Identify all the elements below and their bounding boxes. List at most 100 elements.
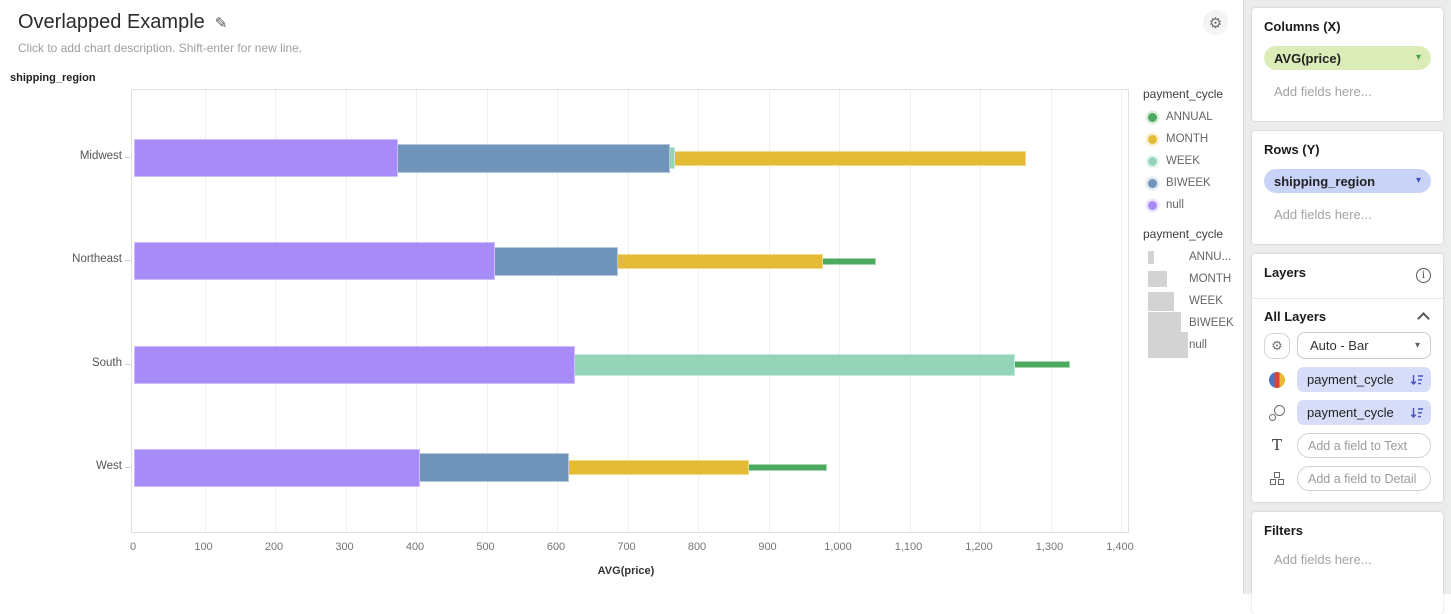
legend-size-items: ANNU... MONTH WEEK BIWEEK null (1143, 246, 1249, 358)
info-icon[interactable]: i (1416, 268, 1431, 283)
detail-field-input[interactable]: Add a field to Detail (1297, 466, 1431, 491)
rows-field-label: shipping_region (1274, 173, 1376, 189)
chevron-up-icon[interactable] (1417, 312, 1430, 325)
rows-card: Rows (Y) shipping_region ▾ Add fields he… (1252, 131, 1443, 244)
y-tick-mark (125, 363, 130, 365)
gridline (1121, 90, 1122, 532)
columns-field-pill[interactable]: AVG(price) ▾ (1264, 46, 1431, 70)
size-legend-item-label: WEEK (1189, 295, 1223, 307)
gridline (204, 90, 206, 532)
gridline (345, 90, 347, 532)
gridline (416, 90, 417, 532)
legend-item-ANNUAL[interactable]: ANNUAL (1143, 106, 1249, 128)
legend-swatch-icon (1148, 156, 1157, 166)
config-panel: Columns (X) AVG(price) ▾ Add fields here… (1243, 0, 1451, 614)
edit-title-icon[interactable]: ✎ (214, 14, 228, 32)
size-legend-item-label: MONTH (1189, 273, 1232, 285)
legend-swatch-icon (1148, 178, 1157, 188)
gridline (768, 90, 770, 532)
size-swatch-icon (1148, 291, 1174, 311)
size-field-label: payment_cycle (1307, 405, 1394, 420)
rows-title: Rows (Y) (1264, 142, 1320, 157)
chevron-down-icon: ▾ (1414, 339, 1420, 351)
legend-swatch-icon (1148, 112, 1157, 122)
y-axis-title: shipping_region (10, 72, 96, 84)
sort-descending-icon[interactable] (1410, 374, 1424, 386)
size-legend-item-label: ANNU... (1189, 251, 1232, 263)
y-axis-label: West (96, 459, 122, 472)
legend-item-label: MONTH (1166, 133, 1209, 145)
legend-swatch-icon (1148, 134, 1157, 144)
detail-field-placeholder: Add a field to Detail (1308, 471, 1417, 486)
chart-settings-gear-icon[interactable]: ⚙ (1203, 10, 1228, 35)
x-tick-label: 0 (129, 541, 137, 553)
x-tick-label: 300 (335, 541, 354, 553)
page-title[interactable]: Overlapped Example (18, 11, 205, 33)
legend-item-BIWEEK[interactable]: BIWEEK (1143, 172, 1249, 194)
columns-card: Columns (X) AVG(price) ▾ Add fields here… (1252, 8, 1443, 121)
size-legend-item-ANNU...[interactable]: ANNU... (1143, 246, 1249, 268)
size-swatch-icon (1148, 250, 1154, 264)
gridline (980, 90, 981, 532)
chart-header: Overlapped Example ✎ (18, 11, 227, 34)
size-swatch-icon (1148, 332, 1188, 358)
plot-area[interactable] (131, 89, 1129, 533)
all-layers-toggle[interactable]: All Layers (1264, 309, 1431, 325)
filters-add-fields-dropzone[interactable]: Add fields here... (1274, 552, 1372, 567)
chevron-down-icon[interactable]: ▾ (1415, 175, 1421, 186)
bar-null-Northeast[interactable] (134, 242, 495, 281)
rows-add-fields-dropzone[interactable]: Add fields here... (1274, 207, 1372, 222)
x-tick-label: 800 (687, 541, 707, 553)
chart-description-placeholder[interactable]: Click to add chart description. Shift-en… (18, 41, 303, 55)
y-tick-mark (125, 157, 130, 158)
size-legend-item-BIWEEK[interactable]: BIWEEK (1143, 312, 1249, 334)
layers-card: Layers i All Layers ⚙ Auto - Bar ▾ payme… (1252, 254, 1443, 502)
x-tick-label: 100 (194, 541, 213, 553)
x-tick-label: 500 (476, 541, 495, 553)
size-legend-item-null[interactable]: null (1143, 332, 1249, 358)
gridline (698, 90, 699, 532)
divider (1252, 298, 1443, 299)
x-axis-title: AVG(price) (597, 565, 655, 577)
size-legend-item-MONTH[interactable]: MONTH (1143, 268, 1249, 290)
x-tick-label: 1,200 (965, 541, 993, 553)
y-axis-label: South (91, 356, 122, 369)
y-axis-label: Midwest (79, 150, 122, 162)
gridline (486, 90, 488, 532)
gridline (839, 90, 840, 532)
size-swatch-icon (1148, 271, 1167, 287)
y-axis-label: Northeast (72, 253, 122, 266)
size-field-pill[interactable]: payment_cycle (1297, 400, 1431, 425)
bar-null-West[interactable] (134, 448, 420, 487)
color-field-pill[interactable]: payment_cycle (1297, 367, 1431, 392)
gridline (557, 90, 558, 532)
x-tick-label: 1,300 (1035, 541, 1064, 553)
text-encoding-icon: T (1271, 436, 1282, 454)
rows-field-pill[interactable]: shipping_region ▾ (1264, 169, 1431, 193)
legend-color-title: payment_cycle (1143, 87, 1224, 101)
legend-item-label: ANNUAL (1166, 111, 1213, 123)
legend-item-null[interactable]: null (1143, 194, 1249, 216)
bar-null-Midwest[interactable] (134, 139, 399, 177)
size-legend-item-label: BIWEEK (1189, 317, 1234, 329)
x-tick-label: 200 (264, 541, 284, 553)
text-field-input[interactable]: Add a field to Text (1297, 433, 1431, 458)
gridline (627, 90, 629, 532)
legend-item-MONTH[interactable]: MONTH (1143, 128, 1249, 150)
legend-item-label: BIWEEK (1166, 177, 1211, 189)
layer-settings-gear-icon[interactable]: ⚙ (1264, 332, 1290, 359)
columns-add-fields-dropzone[interactable]: Add fields here... (1274, 84, 1372, 99)
y-tick-mark (125, 466, 130, 468)
x-tick-label: 400 (405, 541, 425, 553)
size-legend-item-WEEK[interactable]: WEEK (1143, 290, 1249, 312)
legend-size-title: payment_cycle (1143, 227, 1224, 241)
size-legend-item-label: null (1189, 339, 1207, 351)
mark-type-select[interactable]: Auto - Bar ▾ (1297, 332, 1431, 359)
sort-descending-icon[interactable] (1410, 407, 1424, 419)
filters-title: Filters (1264, 523, 1304, 538)
bar-null-South[interactable] (134, 345, 575, 384)
legend-item-WEEK[interactable]: WEEK (1143, 150, 1249, 172)
chevron-down-icon[interactable]: ▾ (1415, 52, 1421, 63)
layers-title: Layers (1264, 265, 1306, 280)
x-tick-label: 600 (546, 541, 566, 553)
